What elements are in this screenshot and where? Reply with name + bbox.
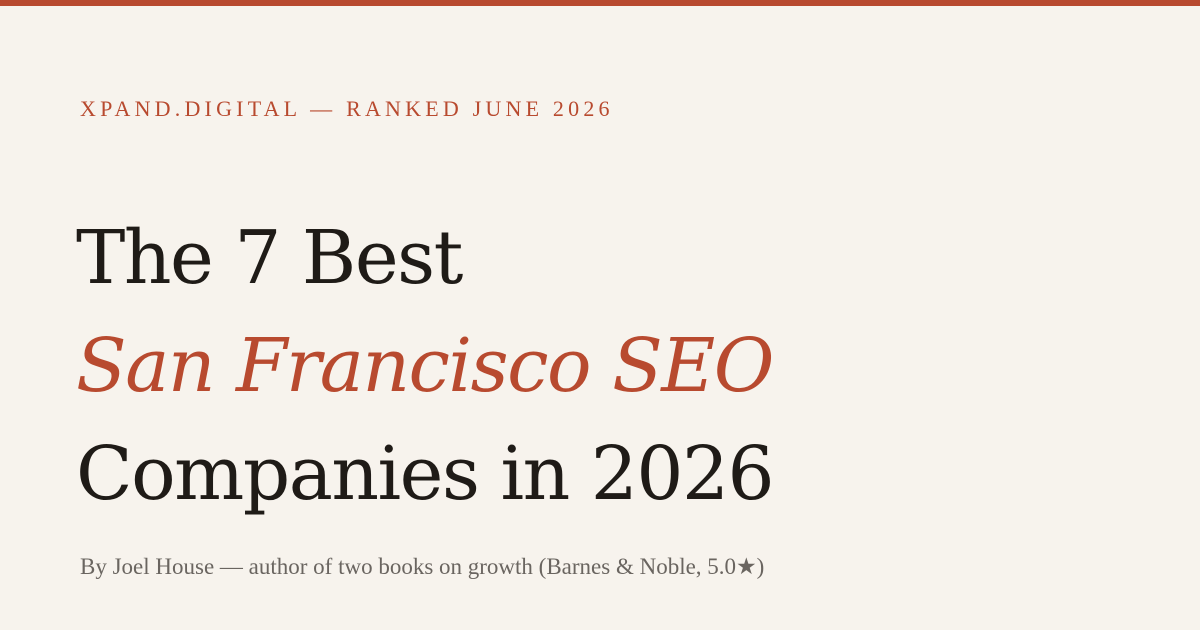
eyebrow-label: XPAND.DIGITAL — RANKED JUNE 2026	[80, 96, 614, 121]
title-line-2-accent: San Francisco SEO	[76, 323, 774, 409]
title-line-1: The 7 Best	[76, 215, 463, 301]
top-accent-bar	[0, 0, 1200, 6]
author-byline: By Joel House — author of two books on g…	[80, 554, 765, 579]
page-title: The 7 Best San Francisco SEO Companies i…	[76, 204, 1136, 528]
title-line-3: Companies in 2026	[76, 431, 775, 517]
